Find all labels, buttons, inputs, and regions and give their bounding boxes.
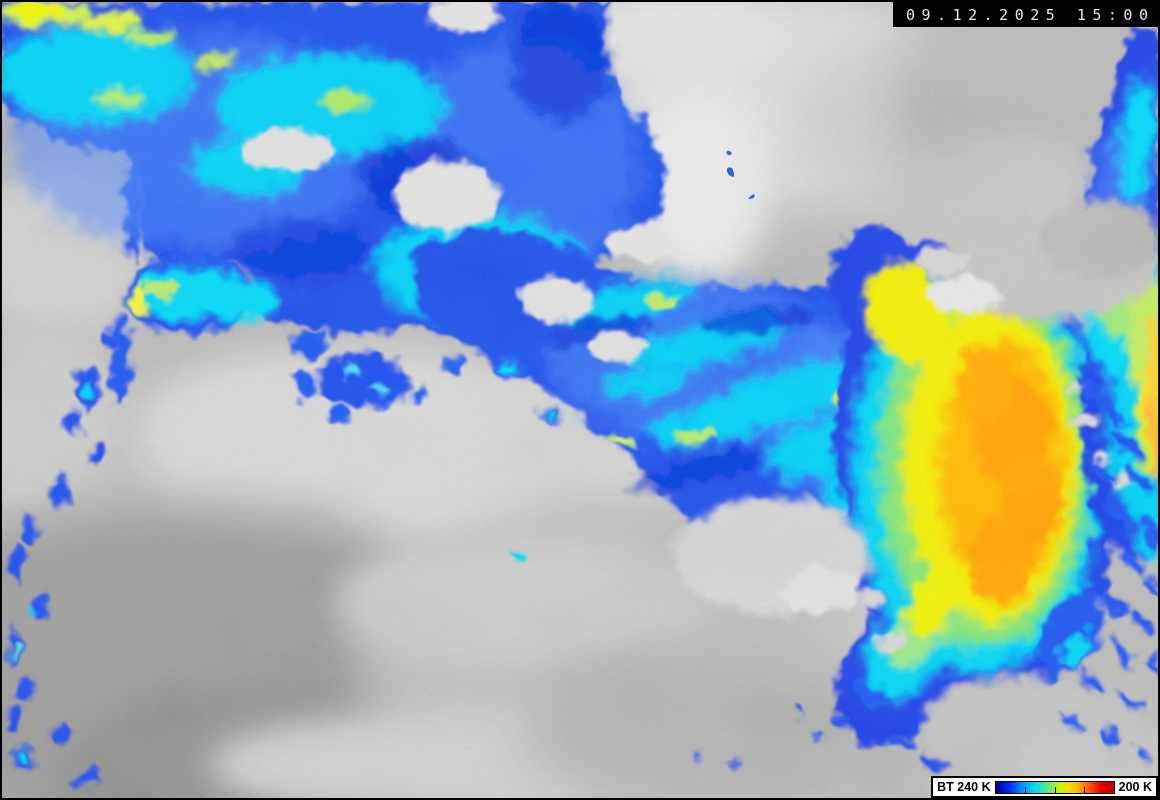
colorbar-legend: BT 240 K 200 K bbox=[931, 776, 1158, 798]
colorbar-tick bbox=[1054, 786, 1056, 793]
colorbar-tick bbox=[1025, 786, 1027, 793]
colorbar-tick bbox=[1084, 786, 1086, 793]
timestamp-text: 09.12.2025 15:00 bbox=[906, 5, 1155, 24]
timestamp-bar: 09.12.2025 15:00 bbox=[893, 2, 1158, 27]
legend-bt-min-label: BT 240 K bbox=[937, 779, 991, 794]
legend-bt-max-label: 200 K bbox=[1118, 779, 1152, 794]
colorbar-gradient bbox=[994, 780, 1115, 794]
